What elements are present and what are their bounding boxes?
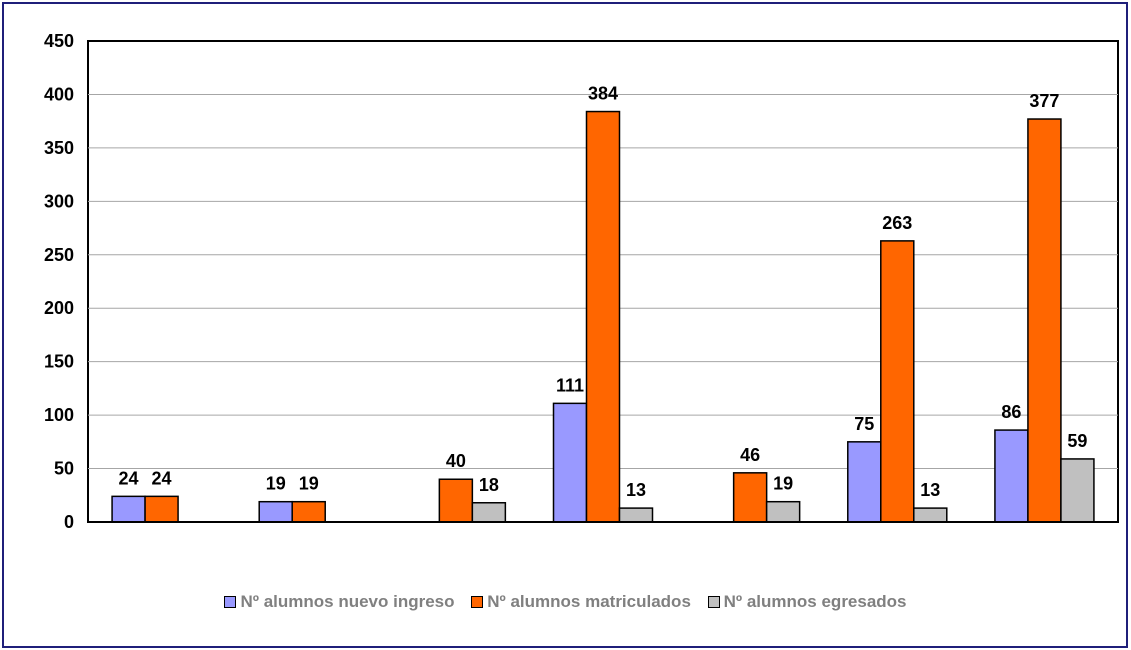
- data-label: 19: [773, 474, 793, 494]
- data-label: 24: [152, 468, 172, 488]
- legend-swatch-egresados: [707, 596, 720, 608]
- y-tick-label: 50: [54, 459, 74, 479]
- data-label: 13: [626, 480, 646, 500]
- bar: [880, 240, 915, 523]
- data-label: 384: [588, 84, 618, 104]
- y-tick-label: 0: [64, 512, 74, 532]
- bar: [291, 500, 326, 523]
- y-tick-label: 150: [44, 352, 74, 372]
- bar: [1060, 458, 1095, 523]
- legend-item-egresados: Nº alumnos egresados: [707, 592, 907, 612]
- chart-legend: Nº alumnos nuevo ingreso Nº alumnos matr…: [0, 592, 1131, 613]
- y-tick-label: 250: [44, 245, 74, 265]
- data-label: 263: [882, 213, 912, 233]
- y-tick-label: 400: [44, 84, 74, 104]
- legend-label-matriculados: Nº alumnos matriculados: [487, 592, 691, 611]
- bar: [913, 507, 948, 523]
- data-label: 46: [740, 445, 760, 465]
- y-tick-label: 200: [44, 298, 74, 318]
- bar: [438, 478, 474, 523]
- data-label: 40: [446, 451, 466, 471]
- bar: [1027, 118, 1062, 523]
- bar: [585, 110, 621, 523]
- data-label: 86: [1001, 402, 1021, 422]
- y-tick-label: 350: [44, 138, 74, 158]
- legend-item-nuevo-ingreso: Nº alumnos nuevo ingreso: [224, 592, 455, 612]
- data-label: 377: [1029, 91, 1059, 111]
- bar: [847, 441, 882, 523]
- bar: [258, 500, 293, 523]
- bar: [111, 495, 146, 523]
- data-label: 13: [920, 480, 940, 500]
- data-label: 59: [1067, 431, 1087, 451]
- bar: [471, 502, 507, 523]
- bar: [144, 495, 179, 523]
- data-label: 111: [556, 375, 584, 395]
- bar: [552, 402, 588, 523]
- data-label: 75: [854, 414, 874, 434]
- data-label: 19: [266, 474, 286, 494]
- y-tick-label: 450: [44, 31, 74, 51]
- bar: [732, 472, 768, 523]
- y-tick-label: 100: [44, 405, 74, 425]
- data-label: 19: [299, 474, 319, 494]
- bar: [618, 507, 654, 523]
- legend-item-matriculados: Nº alumnos matriculados: [471, 592, 691, 612]
- legend-label-egresados: Nº alumnos egresados: [723, 592, 907, 611]
- y-tick-label: 300: [44, 191, 74, 211]
- legend-swatch-nuevo-ingreso: [224, 596, 237, 608]
- data-label: 24: [119, 468, 139, 488]
- bar: [765, 500, 801, 523]
- legend-swatch-matriculados: [471, 596, 484, 608]
- legend-label-nuevo-ingreso: Nº alumnos nuevo ingreso: [240, 592, 455, 611]
- data-label: 18: [479, 475, 499, 495]
- bar: [994, 429, 1029, 523]
